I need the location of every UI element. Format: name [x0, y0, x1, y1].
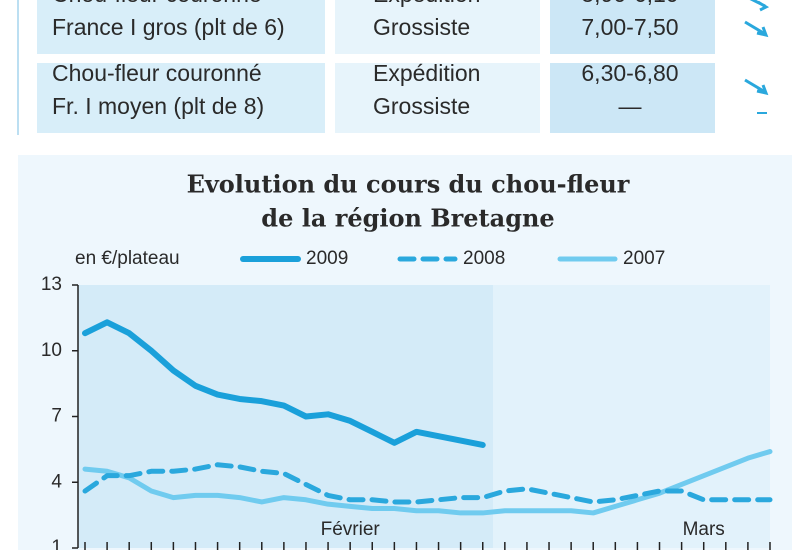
legend-label: 2007: [623, 248, 665, 269]
cell-text: France I gros (plt de 6): [52, 14, 285, 40]
cell-text: Fr. I moyen (plt de 8): [52, 93, 264, 119]
y-tick-label: 13: [41, 274, 62, 295]
series-line: [82, 449, 773, 516]
cell-text: 5,90-6,10: [581, 0, 678, 7]
cell-bg: [335, 0, 540, 54]
y-tick-label: 1: [51, 537, 62, 550]
trend-arrow: [749, 0, 770, 12]
cell-bg: [550, 0, 715, 54]
trend-arrow: [744, 20, 769, 38]
x-tick-label: Février: [321, 519, 381, 540]
table: Chou-fleur couronné France I gros (plt de…: [37, 0, 770, 133]
cell-text: 6,30-6,80: [581, 60, 678, 86]
cell-text: Grossiste: [373, 93, 470, 119]
y-tick-label: 4: [51, 471, 62, 492]
cell-text: Expédition: [373, 0, 480, 7]
y-tick-label: 10: [41, 340, 62, 361]
legend-label: 2008: [463, 248, 505, 269]
x-tick-label: Mars: [683, 519, 725, 540]
series-line: [82, 319, 486, 448]
cell-bg: [335, 63, 540, 133]
cell-text: Chou-fleur couronné: [52, 60, 262, 86]
chart-title: Evolution du cours du chou-fleur: [187, 170, 630, 199]
legend-label: 2009: [306, 248, 348, 269]
cell-text: Grossiste: [373, 14, 470, 40]
cell-text: Chou-fleur couronné: [52, 0, 262, 7]
y-axis-label: en €/plateau: [75, 248, 180, 269]
plot-shade: [78, 285, 493, 548]
trend-arrow: [744, 78, 769, 96]
cell-text: —: [619, 93, 642, 119]
y-tick-label: 7: [51, 406, 62, 427]
cell-text: Expédition: [373, 60, 480, 86]
chart-title: de la région Bretagne: [261, 204, 554, 233]
cell-text: 7,00-7,50: [581, 14, 678, 40]
cell-bg: [550, 63, 715, 133]
cell-bg: [37, 0, 325, 54]
series-line: [82, 462, 773, 505]
cell-bg: [37, 63, 325, 133]
